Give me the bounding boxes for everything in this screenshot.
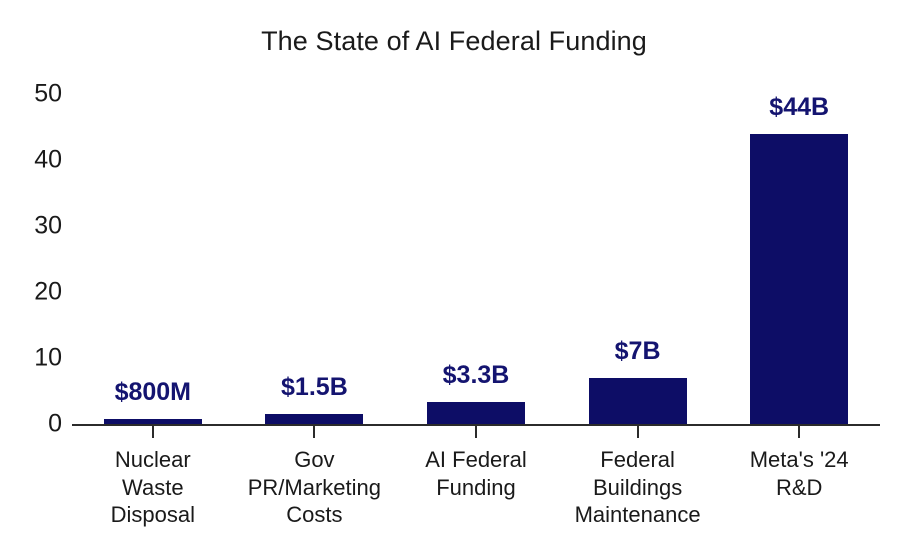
x-category-label: AI Federal Funding <box>425 447 527 500</box>
y-tick-label: 20 <box>34 277 62 306</box>
bar <box>103 418 202 424</box>
y-tick-label: 0 <box>48 409 62 438</box>
y-tick-label: 40 <box>34 145 62 174</box>
bar <box>427 402 525 424</box>
y-axis: 0 10 20 30 40 50 <box>0 79 62 436</box>
x-category-label: Nuclear Waste Disposal <box>110 447 195 528</box>
x-category-label: Federal Buildings Maintenance <box>574 447 701 528</box>
x-axis-line <box>72 424 880 426</box>
x-axis-tick <box>636 426 639 438</box>
bar <box>750 133 849 424</box>
y-tick-label: 50 <box>34 79 62 108</box>
bar-value-label: $44B <box>769 92 830 121</box>
x-axis-tick <box>313 426 316 438</box>
x-axis-tick <box>798 426 801 438</box>
x-category-label: Meta's '24 R&D <box>749 447 849 500</box>
bar <box>588 377 687 424</box>
y-tick-label: 10 <box>34 343 62 372</box>
chart-title: The State of AI Federal Funding <box>261 26 647 56</box>
x-axis-tick <box>151 426 154 438</box>
bar-value-label: $7B <box>614 336 661 365</box>
bar <box>265 414 364 424</box>
y-tick-label: 30 <box>34 211 62 240</box>
bar-value-label: $1.5B <box>281 373 348 402</box>
bar-value-label: $800M <box>114 377 192 406</box>
x-category-label: Gov PR/Marketing Costs <box>247 447 382 528</box>
bar-value-label: $3.3B <box>442 361 510 390</box>
x-axis-tick <box>475 426 477 438</box>
